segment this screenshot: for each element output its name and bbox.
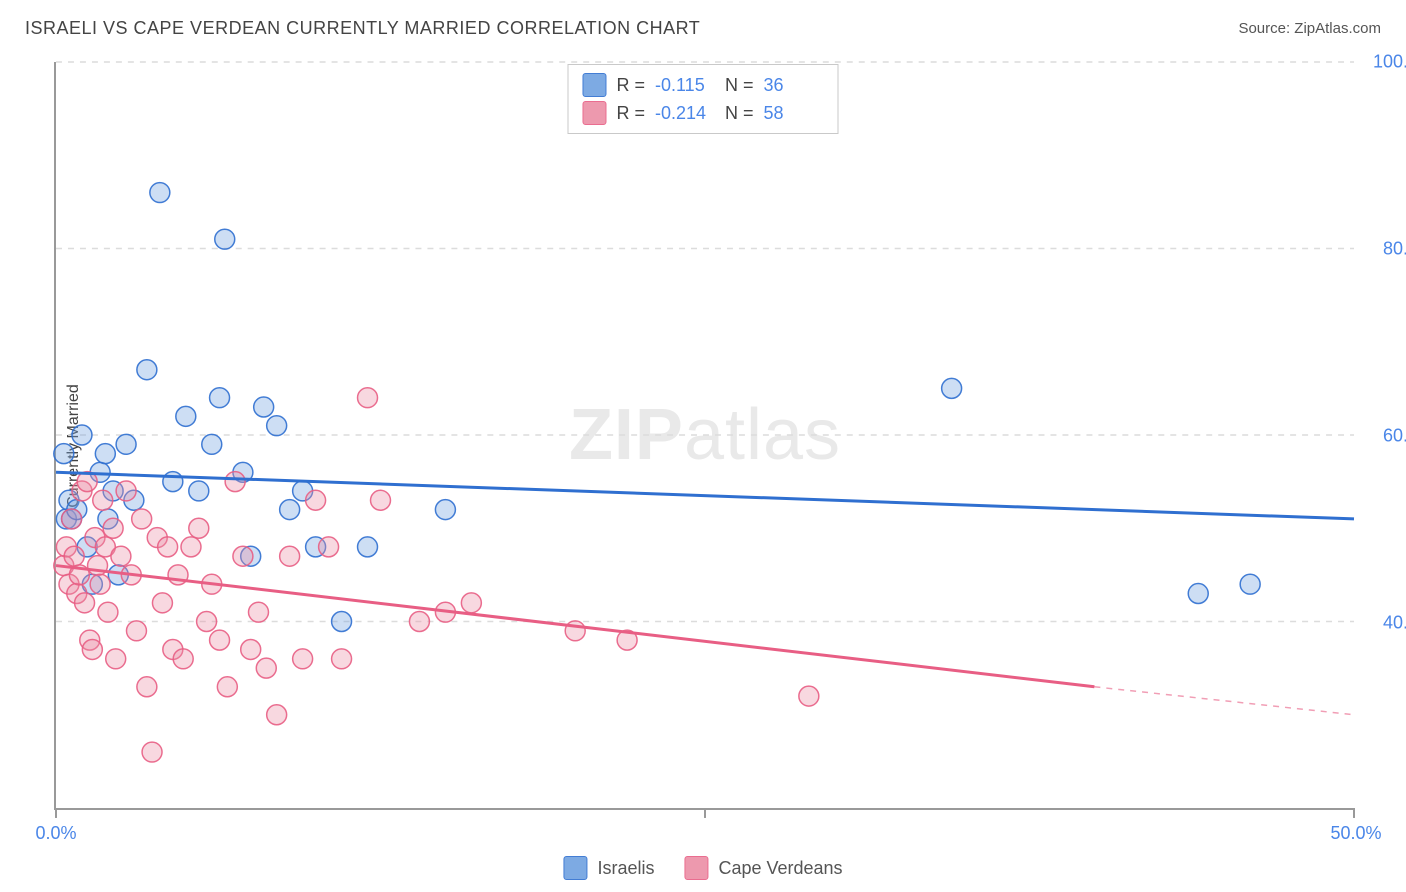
stat-r-label: R = bbox=[616, 103, 645, 124]
y-tick-label: 80.0% bbox=[1364, 239, 1406, 260]
scatter-point bbox=[176, 406, 196, 426]
scatter-point bbox=[332, 649, 352, 669]
legend-label-0: Israelis bbox=[597, 858, 654, 879]
scatter-point bbox=[95, 444, 115, 464]
stat-n-val-1: 58 bbox=[764, 103, 824, 124]
stat-r-val-0: -0.115 bbox=[655, 75, 715, 96]
legend-item-0: Israelis bbox=[563, 856, 654, 880]
scatter-point bbox=[319, 537, 339, 557]
legend-item-1: Cape Verdeans bbox=[684, 856, 842, 880]
scatter-point bbox=[210, 630, 230, 650]
swatch-series-0 bbox=[563, 856, 587, 880]
scatter-point bbox=[358, 388, 378, 408]
scatter-point bbox=[90, 574, 110, 594]
stats-row-0: R = -0.115 N = 36 bbox=[582, 71, 823, 99]
scatter-point bbox=[93, 490, 113, 510]
scatter-point bbox=[72, 425, 92, 445]
stats-legend: R = -0.115 N = 36 R = -0.214 N = 58 bbox=[567, 64, 838, 134]
scatter-point bbox=[64, 546, 84, 566]
scatter-point bbox=[150, 183, 170, 203]
scatter-point bbox=[54, 444, 74, 464]
scatter-point bbox=[116, 481, 136, 501]
scatter-point bbox=[306, 490, 326, 510]
y-tick-label: 40.0% bbox=[1364, 613, 1406, 634]
source-label: Source: ZipAtlas.com bbox=[1238, 20, 1381, 37]
plot-svg bbox=[56, 62, 1354, 808]
scatter-point bbox=[293, 649, 313, 669]
stat-n-val-0: 36 bbox=[764, 75, 824, 96]
scatter-point bbox=[152, 593, 172, 613]
stat-n-label: N = bbox=[725, 75, 754, 96]
scatter-point bbox=[82, 640, 102, 660]
grid-lines bbox=[56, 62, 1354, 622]
scatter-point bbox=[181, 537, 201, 557]
scatter-point bbox=[241, 640, 261, 660]
scatter-point bbox=[799, 686, 819, 706]
scatter-point bbox=[1188, 584, 1208, 604]
x-tick-label: 0.0% bbox=[35, 823, 76, 844]
scatter-point bbox=[137, 360, 157, 380]
stat-r-val-1: -0.214 bbox=[655, 103, 715, 124]
trend-lines bbox=[56, 472, 1354, 714]
x-tick-label: 50.0% bbox=[1330, 823, 1381, 844]
scatter-point bbox=[137, 677, 157, 697]
scatter-point bbox=[163, 472, 183, 492]
scatter-point bbox=[197, 612, 217, 632]
scatter-point bbox=[1240, 574, 1260, 594]
stats-row-1: R = -0.214 N = 58 bbox=[582, 99, 823, 127]
scatter-point bbox=[202, 434, 222, 454]
scatter-point bbox=[256, 658, 276, 678]
scatter-point bbox=[461, 593, 481, 613]
swatch-series-1 bbox=[582, 101, 606, 125]
scatter-points bbox=[54, 183, 1260, 762]
scatter-point bbox=[233, 546, 253, 566]
swatch-series-0 bbox=[582, 73, 606, 97]
swatch-series-1 bbox=[684, 856, 708, 880]
scatter-point bbox=[142, 742, 162, 762]
scatter-point bbox=[249, 602, 269, 622]
title-bar: ISRAELI VS CAPE VERDEAN CURRENTLY MARRIE… bbox=[25, 18, 1381, 39]
scatter-point bbox=[332, 612, 352, 632]
scatter-point bbox=[267, 416, 287, 436]
scatter-point bbox=[267, 705, 287, 725]
y-tick-label: 100.0% bbox=[1364, 52, 1406, 73]
tick-marks bbox=[56, 808, 1354, 818]
scatter-point bbox=[116, 434, 136, 454]
scatter-point bbox=[111, 546, 131, 566]
legend-label-1: Cape Verdeans bbox=[718, 858, 842, 879]
scatter-point bbox=[280, 546, 300, 566]
scatter-point bbox=[106, 649, 126, 669]
scatter-point bbox=[942, 378, 962, 398]
scatter-point bbox=[371, 490, 391, 510]
scatter-point bbox=[158, 537, 178, 557]
plot-area: ZIPatlas 40.0%60.0%80.0%100.0% 0.0%50.0% bbox=[54, 62, 1354, 810]
scatter-point bbox=[217, 677, 237, 697]
scatter-point bbox=[98, 602, 118, 622]
trend-line bbox=[56, 472, 1354, 519]
scatter-point bbox=[189, 518, 209, 538]
y-tick-label: 60.0% bbox=[1364, 426, 1406, 447]
chart-container: ISRAELI VS CAPE VERDEAN CURRENTLY MARRIE… bbox=[0, 0, 1406, 892]
stat-n-label: N = bbox=[725, 103, 754, 124]
scatter-point bbox=[75, 593, 95, 613]
stat-r-label: R = bbox=[616, 75, 645, 96]
scatter-point bbox=[225, 472, 245, 492]
scatter-point bbox=[215, 229, 235, 249]
scatter-point bbox=[132, 509, 152, 529]
trend-line-extrapolated bbox=[1094, 687, 1354, 715]
scatter-point bbox=[435, 500, 455, 520]
scatter-point bbox=[62, 509, 82, 529]
scatter-point bbox=[189, 481, 209, 501]
scatter-point bbox=[210, 388, 230, 408]
scatter-point bbox=[409, 612, 429, 632]
scatter-point bbox=[254, 397, 274, 417]
bottom-legend: Israelis Cape Verdeans bbox=[563, 856, 842, 880]
scatter-point bbox=[358, 537, 378, 557]
scatter-point bbox=[126, 621, 146, 641]
scatter-point bbox=[103, 518, 123, 538]
scatter-point bbox=[280, 500, 300, 520]
chart-title: ISRAELI VS CAPE VERDEAN CURRENTLY MARRIE… bbox=[25, 18, 700, 39]
scatter-point bbox=[173, 649, 193, 669]
